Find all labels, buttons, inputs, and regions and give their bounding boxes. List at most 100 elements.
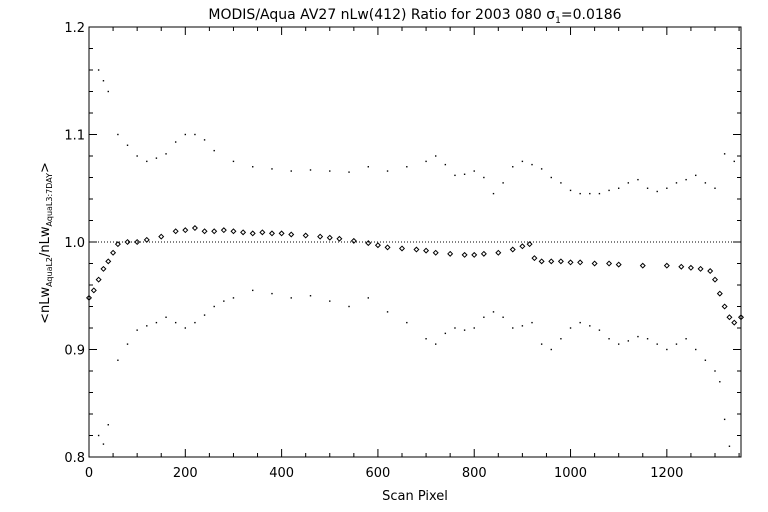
upper-point: [695, 174, 697, 177]
plot-area: 0 200 400 600 800 1000 1200 0.8 0.9 1.0 1.1 1.2: [64, 21, 745, 481]
mean-point: [687, 264, 694, 271]
y-tick-label: 0.8: [64, 451, 85, 466]
mean-point: [110, 249, 117, 256]
lower-point: [666, 348, 668, 351]
upper-point: [117, 133, 119, 136]
mean-point: [526, 241, 533, 248]
mean-point: [432, 249, 439, 256]
mean-point: [538, 258, 545, 265]
mean-series: [85, 225, 745, 326]
chart-title-main: MODIS/Aqua AV27 nLw(412) Ratio for 2003 …: [208, 7, 546, 23]
mean-point: [278, 230, 285, 237]
upper-point: [521, 160, 524, 163]
lower-point: [102, 443, 105, 445]
lower-series: [97, 289, 731, 447]
lower-point: [213, 305, 215, 308]
y-tick-label: 1.1: [64, 129, 85, 144]
lower-point: [117, 359, 119, 361]
mean-point: [191, 225, 198, 232]
mean-point: [716, 290, 723, 297]
mean-point: [678, 263, 685, 270]
lower-point: [704, 359, 707, 361]
mean-point: [606, 260, 613, 267]
mean-point: [365, 240, 372, 247]
x-axis: 0 200 400 600 800 1000 1200: [85, 27, 740, 481]
mean-point: [509, 246, 516, 253]
upper-point: [646, 187, 649, 189]
y-tick-label: 0.9: [64, 344, 85, 359]
mean-point: [737, 314, 745, 321]
upper-point: [102, 80, 105, 82]
lower-point: [608, 338, 610, 340]
lower-point: [656, 343, 658, 345]
lower-point: [136, 329, 138, 331]
upper-point: [473, 170, 475, 172]
lower-point: [714, 370, 716, 372]
mean-point: [114, 241, 121, 248]
upper-point: [550, 176, 552, 179]
lower-point: [617, 343, 620, 345]
mean-point: [557, 258, 564, 265]
mean-point: [531, 255, 538, 262]
y-axis-label: <nLwAquaL2/nLwAquaL3:7DAY>: [38, 162, 54, 324]
lower-point: [165, 316, 167, 318]
upper-point: [126, 144, 129, 146]
lower-point: [637, 335, 639, 338]
lower-point: [184, 327, 187, 329]
mean-point: [423, 247, 430, 254]
mean-point: [201, 228, 208, 235]
lower-point: [531, 321, 533, 324]
mean-point: [519, 243, 526, 250]
lower-point: [579, 321, 581, 324]
mean-point: [172, 228, 179, 235]
mean-point: [105, 258, 112, 265]
upper-point: [165, 153, 167, 155]
lower-point: [107, 424, 109, 426]
mean-point: [95, 276, 102, 283]
lower-point: [367, 297, 369, 299]
lower-point: [194, 321, 196, 324]
mean-point: [90, 287, 97, 294]
upper-point: [704, 182, 707, 184]
lower-point: [146, 325, 148, 327]
upper-point: [685, 178, 687, 181]
mean-point: [577, 259, 584, 266]
upper-point: [723, 153, 726, 155]
upper-point: [598, 192, 601, 195]
chart-title-sigma-sub: 1: [555, 16, 561, 26]
upper-point: [656, 190, 658, 193]
upper-series: [97, 69, 735, 195]
upper-point: [637, 178, 639, 181]
x-tick-label: 800: [462, 466, 487, 481]
x-axis-label: Scan Pixel: [382, 489, 448, 504]
mean-point: [591, 260, 598, 267]
mean-point: [268, 230, 275, 237]
mean-point: [374, 242, 381, 249]
mean-point: [85, 294, 93, 301]
upper-point: [666, 187, 668, 189]
lower-point: [155, 321, 158, 324]
mean-point: [350, 237, 357, 244]
upper-point: [733, 160, 735, 163]
upper-point: [512, 166, 514, 168]
upper-point: [348, 171, 350, 173]
mean-point: [398, 245, 406, 252]
upper-point: [174, 141, 177, 143]
upper-point: [329, 170, 331, 172]
upper-point: [675, 182, 678, 184]
mean-point: [548, 258, 555, 265]
lower-point: [540, 343, 543, 345]
upper-point: [617, 187, 620, 189]
lower-point: [348, 305, 350, 308]
lower-point: [521, 325, 524, 327]
upper-point: [184, 133, 187, 136]
lower-point: [309, 295, 312, 297]
upper-point: [502, 182, 504, 184]
lower-point: [406, 321, 408, 324]
mean-point: [471, 251, 478, 258]
upper-point: [309, 169, 312, 171]
y-axis-label-sub2: AquaL3:7DAY: [45, 173, 54, 227]
x-tick-label: 0: [85, 466, 93, 481]
upper-point: [714, 187, 716, 189]
